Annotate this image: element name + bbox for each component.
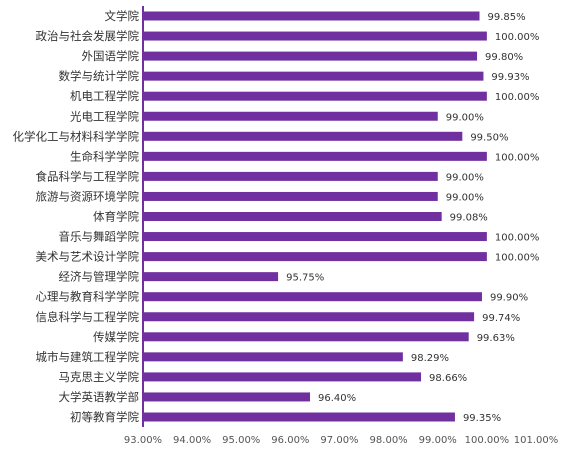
x-tick-label: 96.00% <box>271 435 309 446</box>
x-tick-labels: 93.00% 94.00% 95.00% 96.00% 97.00% 98.00% 99.0… <box>124 435 558 446</box>
category-label: 化学化工与材料科学学院 <box>13 129 140 143</box>
bar <box>143 51 478 61</box>
value-label: 100.00% <box>495 233 540 244</box>
value-label: 99.35% <box>463 413 501 424</box>
bar <box>143 392 311 402</box>
value-label: 100.00% <box>495 92 540 103</box>
bar <box>143 111 438 121</box>
category-label: 生命科学学院 <box>70 149 139 163</box>
value-label: 99.08% <box>450 213 488 224</box>
bar <box>143 11 480 21</box>
x-tick-label: 93.00% <box>124 435 162 446</box>
category-label: 信息科学与工程学院 <box>36 310 140 324</box>
x-tick-label: 101.00% <box>514 435 559 446</box>
bar <box>143 212 442 221</box>
category-label: 城市与建筑工程学院 <box>36 350 140 364</box>
x-tick-label: 100.00% <box>465 435 510 446</box>
bar <box>143 31 487 41</box>
bar <box>143 91 487 101</box>
category-label: 文学院 <box>105 9 140 23</box>
x-tick-label: 99.00% <box>419 435 457 446</box>
category-label: 大学英语教学部 <box>59 390 140 404</box>
bar <box>143 372 422 382</box>
category-label: 经济与管理学院 <box>59 270 140 284</box>
value-label: 100.00% <box>495 253 540 264</box>
bar <box>143 171 438 181</box>
category-label: 政治与社会发展学院 <box>36 29 140 43</box>
category-label: 美术与艺术设计学院 <box>36 250 140 264</box>
value-label: 99.00% <box>446 172 484 183</box>
bar <box>143 412 455 422</box>
bar <box>143 352 403 362</box>
x-tick-label: 94.00% <box>173 435 211 446</box>
bar <box>143 191 438 201</box>
value-label: 99.80% <box>485 52 523 63</box>
category-label: 心理与教育科学学院 <box>36 290 140 304</box>
category-label: 外国语学院 <box>82 49 140 63</box>
category-label: 光电工程学院 <box>70 109 139 123</box>
value-label: 99.50% <box>470 132 508 143</box>
value-labels: 99.85% 100.00% 99.80% 99.93% 100.00% 99.00% 99… <box>286 12 539 424</box>
bar <box>143 151 487 161</box>
category-label: 体育学院 <box>93 210 139 224</box>
value-label: 99.00% <box>446 192 484 203</box>
value-label: 95.75% <box>286 273 324 284</box>
bar <box>143 332 469 342</box>
bar <box>143 131 463 141</box>
category-label: 机电工程学院 <box>70 89 139 103</box>
value-label: 96.40% <box>318 393 356 404</box>
category-label: 音乐与舞蹈学院 <box>59 230 140 244</box>
bar <box>143 232 487 242</box>
value-label: 99.85% <box>488 12 526 23</box>
value-label: 99.00% <box>446 112 484 123</box>
value-label: 99.90% <box>490 293 528 304</box>
category-label: 旅游与资源环境学院 <box>36 189 140 203</box>
category-label: 食品科学与工程学院 <box>36 169 140 183</box>
bar <box>143 252 487 262</box>
value-label: 99.74% <box>482 313 520 324</box>
x-tick-label: 98.00% <box>370 435 408 446</box>
x-tick-label: 97.00% <box>320 435 358 446</box>
value-label: 98.29% <box>411 353 449 364</box>
value-label: 99.93% <box>491 72 529 83</box>
bar <box>143 71 484 81</box>
category-label: 数学与统计学院 <box>59 69 140 83</box>
bar <box>143 292 482 302</box>
category-label: 初等教育学院 <box>70 410 139 424</box>
x-tick-label: 95.00% <box>222 435 260 446</box>
bars-group <box>143 11 487 422</box>
value-label: 98.66% <box>429 373 467 384</box>
value-label: 100.00% <box>495 152 540 163</box>
category-label: 传媒学院 <box>93 330 139 344</box>
bar <box>143 312 475 322</box>
category-labels: 文学院政治与社会发展学院外国语学院数学与统计学院机电工程学院光电工程学院化学化工… <box>13 9 140 424</box>
value-label: 99.63% <box>477 333 515 344</box>
value-label: 100.00% <box>495 32 540 43</box>
bar <box>143 272 279 282</box>
category-label: 马克思主义学院 <box>59 370 140 384</box>
